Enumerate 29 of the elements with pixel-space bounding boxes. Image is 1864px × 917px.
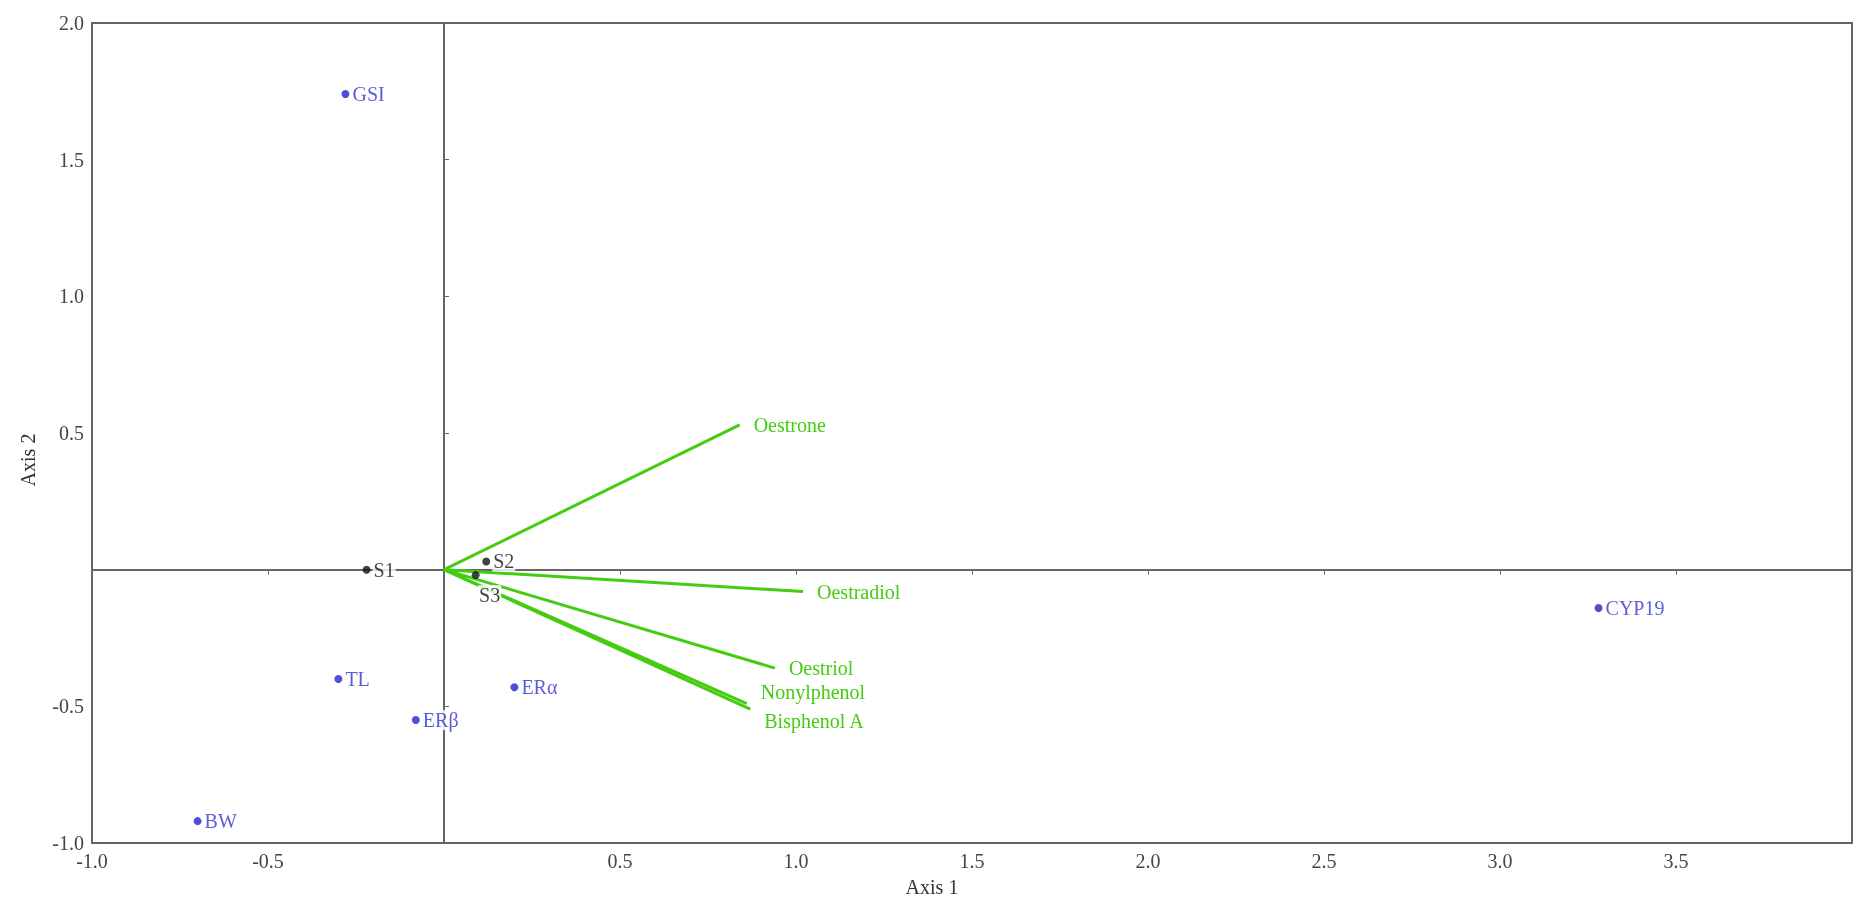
y-tick-label: 0.5 [59,422,84,444]
series-label: Oestriol [788,657,854,680]
series-label: S1 [373,558,395,581]
x-tick-label: 2.0 [1135,850,1161,872]
series-label: GSI [352,83,385,106]
series-label: ERα [521,676,558,699]
x-tick-label: 1.5 [959,850,985,872]
x-axis-title: Axis 1 [905,876,959,898]
y-tick-label: 1.5 [59,148,84,171]
x-tick-label: 1.0 [783,850,809,872]
series-label: TL [345,668,370,690]
series-label: ERβ [422,709,459,732]
y-tick-label: 2.0 [59,12,84,34]
x-tick-label: 0.5 [607,850,633,872]
x-tick-label: -0.5 [252,850,284,872]
series-label: Oestradiol [817,580,901,603]
y-tick-label: -0.5 [52,695,84,718]
series-label: Oestrone [753,413,826,436]
x-tick-label: 3.5 [1663,850,1689,872]
y-tick-label: 1.0 [59,285,84,308]
series-label: BW [204,810,237,833]
x-tick-label: 3.0 [1487,850,1513,872]
series-label: Nonylphenol [760,680,866,704]
series-label: S2 [493,550,515,573]
x-tick-label: 2.5 [1311,850,1337,872]
series-label: S3 [479,584,501,607]
series-label: CYP19 [1605,596,1665,619]
y-axis-title: Axis 2 [17,433,39,487]
series-label: Bisphenol A [764,710,865,734]
